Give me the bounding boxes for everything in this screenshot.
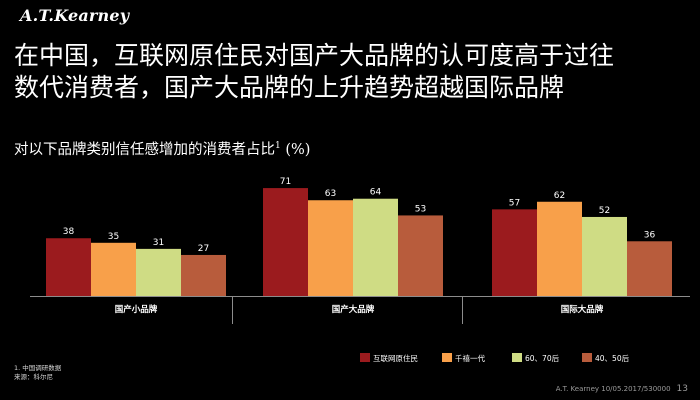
legend-swatch-4 xyxy=(582,353,592,362)
bar-3-3 xyxy=(582,216,627,296)
data-label-2-3: 64 xyxy=(370,188,382,198)
data-label-3-2: 62 xyxy=(554,191,565,201)
data-label-3-3: 52 xyxy=(599,206,610,216)
bar-2-2 xyxy=(308,200,353,296)
data-label-3-4: 36 xyxy=(644,230,656,240)
data-label-2-2: 63 xyxy=(325,189,336,199)
headline-line-1: 在中国，互联网原住民对国产大品牌的认可度高于过往 xyxy=(14,41,615,70)
footnotes: 1. 中国调研数据 来源：科尔尼 xyxy=(14,364,61,382)
bar-1-4 xyxy=(181,254,226,296)
legend-label-2: 千禧一代 xyxy=(455,353,485,363)
bar-1-2 xyxy=(91,242,136,296)
data-label-1-4: 27 xyxy=(198,244,209,254)
bar-2-3 xyxy=(353,198,398,296)
category-label-3: 国际大品牌 xyxy=(561,304,604,315)
bar-2-1 xyxy=(263,188,308,296)
data-label-1-1: 38 xyxy=(63,227,75,237)
legend-label-4: 40、50后 xyxy=(595,353,630,363)
headline-line-2: 数代消费者，国产大品牌的上升趋势超越国际品牌 xyxy=(14,73,565,102)
footnote-marker: 1 xyxy=(275,141,281,152)
footnote-source: 来源：科尔尼 xyxy=(14,373,53,381)
company-logo: A.T.Kearney xyxy=(20,6,130,25)
footer-text: A.T. Kearney 10/05.2017/530000 xyxy=(555,385,671,393)
data-label-2-4: 53 xyxy=(415,204,426,214)
bar-2-4 xyxy=(398,215,443,296)
chart-subtitle-text: 对以下品牌类别信任感增加的消费者占比 xyxy=(14,142,275,158)
legend-swatch-2 xyxy=(442,353,452,362)
footnote-1: 1. 中国调研数据 xyxy=(14,364,62,372)
bar-3-2 xyxy=(537,201,582,296)
page-number: 13 xyxy=(676,384,688,394)
data-label-1-2: 35 xyxy=(108,232,119,242)
category-label-2: 国产大品牌 xyxy=(332,304,375,315)
headline: 在中国，互联网原住民对国产大品牌的认可度高于过往 数代消费者，国产大品牌的上升趋… xyxy=(14,40,690,104)
category-label-1: 国产小品牌 xyxy=(115,304,158,315)
legend-label-1: 互联网原住民 xyxy=(373,353,418,363)
data-label-3-1: 57 xyxy=(509,198,520,208)
slide-footer: A.T. Kearney 10/05.2017/530000 13 xyxy=(556,384,688,394)
data-label-1-3: 31 xyxy=(153,238,164,248)
data-label-2-1: 71 xyxy=(280,177,291,187)
bar-1-1 xyxy=(46,238,91,296)
bar-3-1 xyxy=(492,209,537,296)
legend-label-3: 60、70后 xyxy=(525,353,560,363)
bar-3-4 xyxy=(627,241,672,296)
chart-subtitle: 对以下品牌类别信任感增加的消费者占比1 (%) xyxy=(14,138,310,159)
bar-1-3 xyxy=(136,248,181,296)
legend-swatch-3 xyxy=(512,353,522,362)
chart-subtitle-unit: (%) xyxy=(280,142,311,158)
legend-swatch-1 xyxy=(360,353,370,362)
